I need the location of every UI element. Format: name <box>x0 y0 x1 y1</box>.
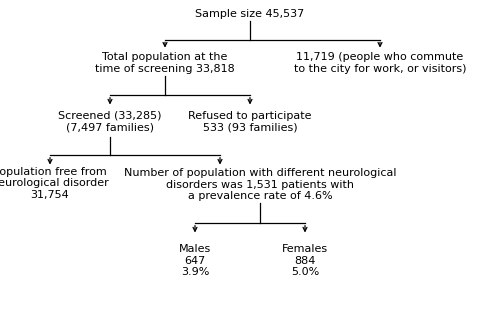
Text: Males
647
3.9%: Males 647 3.9% <box>179 244 211 277</box>
Text: Number of population with different neurological
disorders was 1,531 patients wi: Number of population with different neur… <box>124 168 396 202</box>
Text: Total population at the
time of screening 33,818: Total population at the time of screenin… <box>95 52 235 74</box>
Text: Sample size 45,537: Sample size 45,537 <box>196 9 304 19</box>
Text: Population free from
neurological disorder
31,754: Population free from neurological disord… <box>0 167 109 200</box>
Text: Females
884
5.0%: Females 884 5.0% <box>282 244 328 277</box>
Text: Screened (33,285)
(7,497 families): Screened (33,285) (7,497 families) <box>58 111 162 132</box>
Text: 11,719 (people who commute
to the city for work, or visitors): 11,719 (people who commute to the city f… <box>294 52 466 74</box>
Text: Refused to participate
533 (93 families): Refused to participate 533 (93 families) <box>188 111 312 132</box>
